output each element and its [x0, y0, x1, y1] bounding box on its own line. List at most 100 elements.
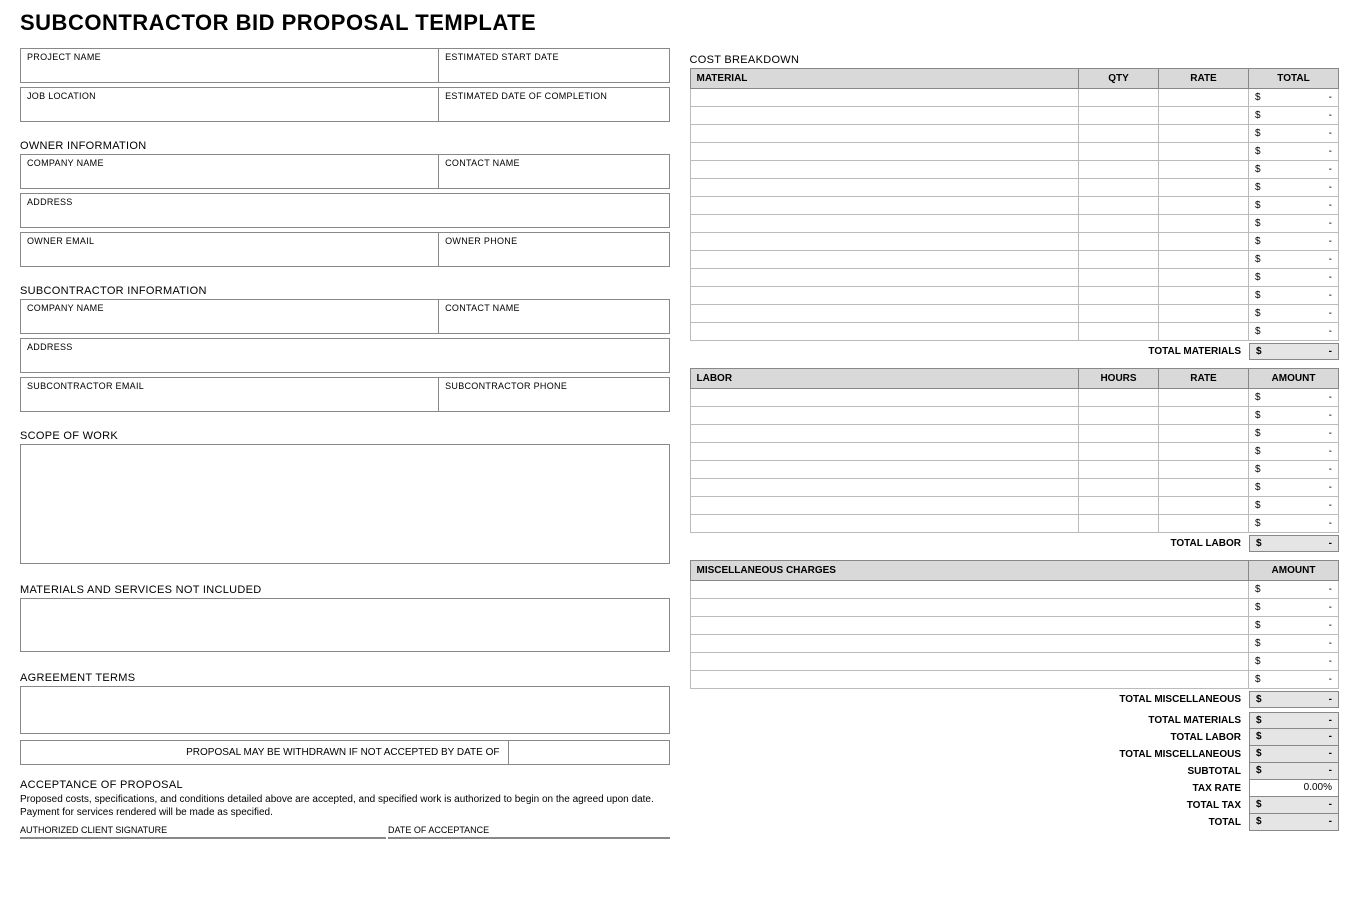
cell-desc[interactable]: [690, 89, 1079, 107]
cell-rate[interactable]: [1159, 443, 1249, 461]
cell-rate[interactable]: [1159, 179, 1249, 197]
cell-desc[interactable]: [690, 107, 1079, 125]
cell-qty[interactable]: [1079, 251, 1159, 269]
cell-desc[interactable]: [690, 215, 1079, 233]
cell-rate[interactable]: [1159, 251, 1249, 269]
project-name-field[interactable]: PROJECT NAME: [21, 49, 439, 82]
cell-rate[interactable]: [1159, 143, 1249, 161]
cell-desc[interactable]: [690, 653, 1249, 671]
table-row: $-: [690, 287, 1339, 305]
owner-contact-field[interactable]: CONTACT NAME: [439, 155, 668, 188]
completion-date-field[interactable]: ESTIMATED DATE OF COMPLETION: [439, 88, 668, 121]
cell-desc[interactable]: [690, 287, 1079, 305]
cell-desc[interactable]: [690, 389, 1079, 407]
cell-desc[interactable]: [690, 161, 1079, 179]
cell-desc[interactable]: [690, 125, 1079, 143]
owner-email-field[interactable]: OWNER EMAIL: [21, 233, 439, 266]
cell-desc[interactable]: [690, 323, 1079, 341]
cell-qty[interactable]: [1079, 479, 1159, 497]
owner-contact-label: CONTACT NAME: [439, 155, 668, 168]
cell-rate[interactable]: [1159, 161, 1249, 179]
cell-qty[interactable]: [1079, 143, 1159, 161]
cell-desc[interactable]: [690, 461, 1079, 479]
cell-desc[interactable]: [690, 599, 1249, 617]
cell-desc[interactable]: [690, 425, 1079, 443]
sub-phone-field[interactable]: SUBCONTRACTOR PHONE: [439, 378, 668, 411]
owner-address-field[interactable]: ADDRESS: [21, 194, 669, 227]
cell-qty[interactable]: [1079, 233, 1159, 251]
signature-field[interactable]: [20, 837, 386, 839]
cell-desc[interactable]: [690, 407, 1079, 425]
cell-qty[interactable]: [1079, 389, 1159, 407]
cell-rate[interactable]: [1159, 497, 1249, 515]
cell-desc[interactable]: [690, 581, 1249, 599]
owner-company-field[interactable]: COMPANY NAME: [21, 155, 439, 188]
cell-rate[interactable]: [1159, 125, 1249, 143]
date-acceptance-field[interactable]: [388, 837, 670, 839]
sub-email-field[interactable]: SUBCONTRACTOR EMAIL: [21, 378, 439, 411]
start-date-field[interactable]: ESTIMATED START DATE: [439, 49, 668, 82]
cell-qty[interactable]: [1079, 443, 1159, 461]
cell-rate[interactable]: [1159, 323, 1249, 341]
cell-total: $-: [1249, 215, 1339, 233]
cell-qty[interactable]: [1079, 305, 1159, 323]
cell-desc[interactable]: [690, 617, 1249, 635]
cell-rate[interactable]: [1159, 407, 1249, 425]
agreement-terms-field[interactable]: [20, 686, 670, 734]
cell-desc[interactable]: [690, 197, 1079, 215]
cell-rate[interactable]: [1159, 389, 1249, 407]
table-row: $-: [690, 407, 1339, 425]
cell-qty[interactable]: [1079, 197, 1159, 215]
cell-rate[interactable]: [1159, 107, 1249, 125]
cell-rate[interactable]: [1159, 425, 1249, 443]
cell-desc[interactable]: [690, 635, 1249, 653]
owner-phone-field[interactable]: OWNER PHONE: [439, 233, 668, 266]
cell-rate[interactable]: [1159, 197, 1249, 215]
cell-desc[interactable]: [690, 233, 1079, 251]
cell-qty[interactable]: [1079, 461, 1159, 479]
cell-qty[interactable]: [1079, 269, 1159, 287]
sub-company-field[interactable]: COMPANY NAME: [21, 300, 439, 333]
cell-desc[interactable]: [690, 305, 1079, 323]
cell-qty[interactable]: [1079, 107, 1159, 125]
cell-rate[interactable]: [1159, 287, 1249, 305]
cell-qty[interactable]: [1079, 287, 1159, 305]
cell-desc[interactable]: [690, 497, 1079, 515]
cell-desc[interactable]: [690, 269, 1079, 287]
rate-header: RATE: [1159, 69, 1249, 89]
job-location-field[interactable]: JOB LOCATION: [21, 88, 439, 121]
cell-desc[interactable]: [690, 515, 1079, 533]
cell-rate[interactable]: [1159, 479, 1249, 497]
cell-desc[interactable]: [690, 443, 1079, 461]
cell-qty[interactable]: [1079, 161, 1159, 179]
cell-qty[interactable]: [1079, 125, 1159, 143]
cell-desc[interactable]: [690, 251, 1079, 269]
taxrate-value[interactable]: 0.00%: [1249, 780, 1339, 797]
cell-rate[interactable]: [1159, 233, 1249, 251]
cell-rate[interactable]: [1159, 89, 1249, 107]
cell-qty[interactable]: [1079, 515, 1159, 533]
cell-qty[interactable]: [1079, 407, 1159, 425]
cell-qty[interactable]: [1079, 89, 1159, 107]
cell-desc[interactable]: [690, 179, 1079, 197]
cell-rate[interactable]: [1159, 461, 1249, 479]
cell-qty[interactable]: [1079, 425, 1159, 443]
qty-header: QTY: [1079, 69, 1159, 89]
sub-contact-field[interactable]: CONTACT NAME: [439, 300, 668, 333]
not-included-field[interactable]: [20, 598, 670, 652]
taxrate-label: TAX RATE: [1184, 780, 1249, 797]
cell-qty[interactable]: [1079, 323, 1159, 341]
cell-rate[interactable]: [1159, 215, 1249, 233]
cell-rate[interactable]: [1159, 305, 1249, 323]
cell-qty[interactable]: [1079, 497, 1159, 515]
cell-qty[interactable]: [1079, 215, 1159, 233]
cell-rate[interactable]: [1159, 269, 1249, 287]
withdraw-date-field[interactable]: [509, 741, 669, 764]
scope-of-work-field[interactable]: [20, 444, 670, 564]
sub-address-field[interactable]: ADDRESS: [21, 339, 669, 372]
cell-desc[interactable]: [690, 479, 1079, 497]
cell-desc[interactable]: [690, 143, 1079, 161]
cell-qty[interactable]: [1079, 179, 1159, 197]
cell-desc[interactable]: [690, 671, 1249, 689]
cell-rate[interactable]: [1159, 515, 1249, 533]
